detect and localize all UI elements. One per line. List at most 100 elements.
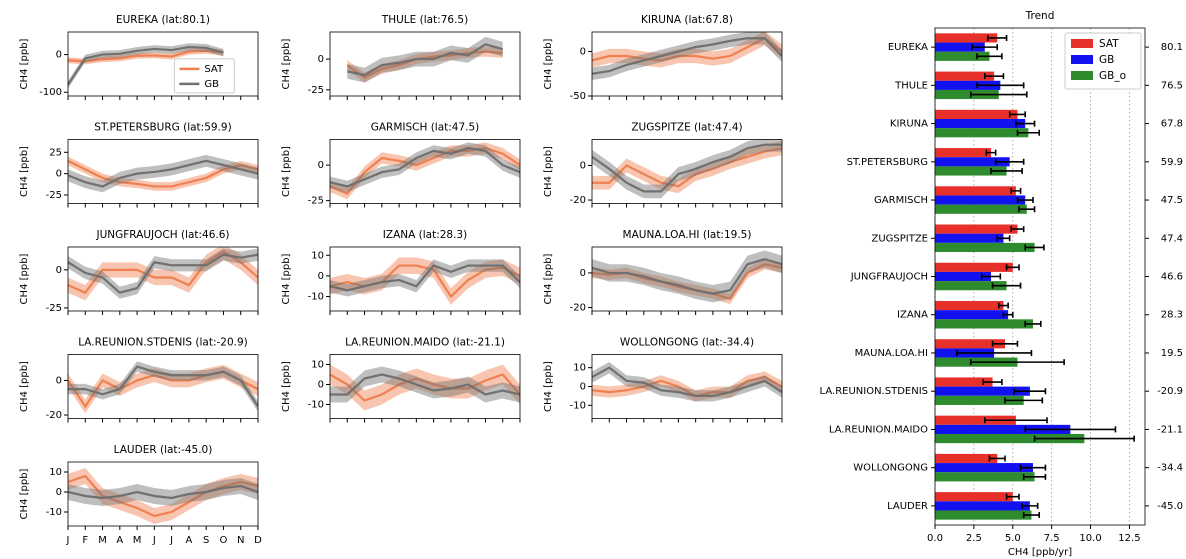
plot-frame [591, 31, 783, 97]
y-tick-label: THULE [894, 80, 928, 91]
x-tick-label: 5.0 [1005, 533, 1021, 544]
series-line [346, 50, 503, 79]
y2-tick-label: -34.4 [1157, 463, 1183, 474]
error-bar [976, 53, 1003, 60]
series-line [68, 159, 258, 188]
y2-tick-label: -20.9 [1157, 386, 1183, 397]
series-line [68, 365, 258, 408]
y-axis-label: CH4 [ppb] [543, 146, 554, 197]
y-tick-label: 0 [580, 47, 586, 58]
panel-title: KIRUNA (lat:67.8) [641, 14, 733, 26]
bar [935, 224, 1018, 234]
bar [935, 186, 1016, 196]
y-tick-label: 10 [573, 363, 586, 374]
error-bar [983, 417, 1048, 424]
panel-title: WOLLONGONG (lat:-34.4) [620, 337, 754, 349]
series-line [68, 45, 224, 86]
error-bar [1033, 435, 1135, 442]
y-tick-label: LA.REUNION.MAIDO [829, 424, 928, 435]
bar [935, 377, 993, 387]
series-line [68, 474, 258, 518]
x-tick-label: 10.0 [1079, 533, 1101, 544]
x-tick-label: 12.5 [1118, 533, 1140, 544]
x-tick-label: 2.5 [966, 533, 982, 544]
x-tick-label: 7.5 [1044, 533, 1060, 544]
y-tick-label: 10 [311, 360, 324, 371]
bar [935, 300, 1004, 311]
chart-title: Trend [1025, 10, 1055, 22]
y2-tick-label: -45.0 [1157, 501, 1183, 512]
series-line [68, 484, 258, 500]
error-bar [1016, 129, 1041, 136]
series-line [330, 264, 520, 292]
spread-band [68, 248, 258, 299]
spread-band [592, 250, 782, 303]
error-bar [1018, 206, 1036, 213]
error-bar [969, 91, 1028, 98]
series-line [592, 257, 782, 295]
error-bar [991, 340, 1019, 347]
bar [935, 42, 985, 52]
y-tick-label: MAUNA.LOA.HI [855, 348, 928, 359]
panel-title: LA.REUNION.STDENIS (lat:-20.9) [78, 337, 248, 349]
plot-frame [329, 139, 521, 204]
series-line [330, 373, 520, 396]
x-tick-label: N [237, 535, 244, 546]
y-axis-label: CH4 [ppb] [19, 468, 30, 519]
bar [935, 434, 1085, 444]
series-line [330, 146, 520, 195]
y-tick-label: EUREKA [888, 42, 928, 53]
panel-title: EUREKA (lat:80.1) [116, 14, 210, 26]
x-tick-label: A [185, 535, 192, 546]
y-tick-label: -25 [46, 190, 62, 201]
x-tick-label: M [133, 535, 142, 546]
error-bar [1013, 388, 1047, 395]
error-bar [983, 73, 1005, 80]
error-bar [1024, 426, 1117, 433]
series-line [68, 253, 258, 294]
bar [935, 281, 1007, 291]
series-line [68, 49, 224, 63]
plot-frame [329, 246, 521, 312]
y-axis-label: CH4 [ppb] [19, 146, 30, 197]
series-line [592, 36, 782, 62]
spread-band [68, 154, 258, 193]
plot-frame [67, 461, 259, 527]
spread-band [68, 478, 258, 506]
error-bar [980, 273, 1002, 280]
bar [935, 33, 998, 43]
y-tick-label: ST.PETERSBURG [847, 157, 928, 168]
x-tick-label: D [254, 535, 262, 546]
y-tick-label: 0 [580, 382, 586, 393]
bar [935, 148, 991, 158]
x-tick-label: 0.0 [927, 533, 943, 544]
bar [935, 339, 1005, 349]
y-axis-label: CH4 [ppb] [281, 146, 292, 197]
bar [935, 89, 999, 100]
legend-swatch [1071, 55, 1093, 64]
legend-swatch [1071, 39, 1093, 48]
error-bar [988, 455, 1006, 462]
plot-frame [329, 31, 521, 97]
error-bar [990, 167, 1023, 174]
y-tick-label: -25 [308, 196, 324, 207]
y-axis-label: CH4 [ppb] [19, 38, 30, 89]
error-bar [1019, 464, 1047, 471]
legend-label: SAT [204, 64, 224, 75]
bar [935, 166, 1007, 176]
panel-title: JUNGFRAUJOCH (lat:46.6) [95, 229, 229, 241]
series-line [592, 37, 782, 75]
bar [935, 109, 1018, 119]
series-line [68, 250, 258, 295]
y-tick-label: WOLLONGONG [853, 463, 928, 474]
panel-title: MAUNA.LOA.HI (lat:19.5) [623, 229, 752, 241]
y-axis-label: CH4 [ppb] [281, 253, 292, 304]
error-bar [971, 44, 999, 51]
y-axis-label: CH4 [ppb] [543, 38, 554, 89]
error-bar [994, 158, 1025, 165]
y-tick-label: 25 [49, 147, 62, 158]
series-line [330, 264, 520, 299]
bar [935, 386, 1030, 396]
error-bar [1022, 512, 1041, 519]
error-bar [1024, 320, 1042, 327]
